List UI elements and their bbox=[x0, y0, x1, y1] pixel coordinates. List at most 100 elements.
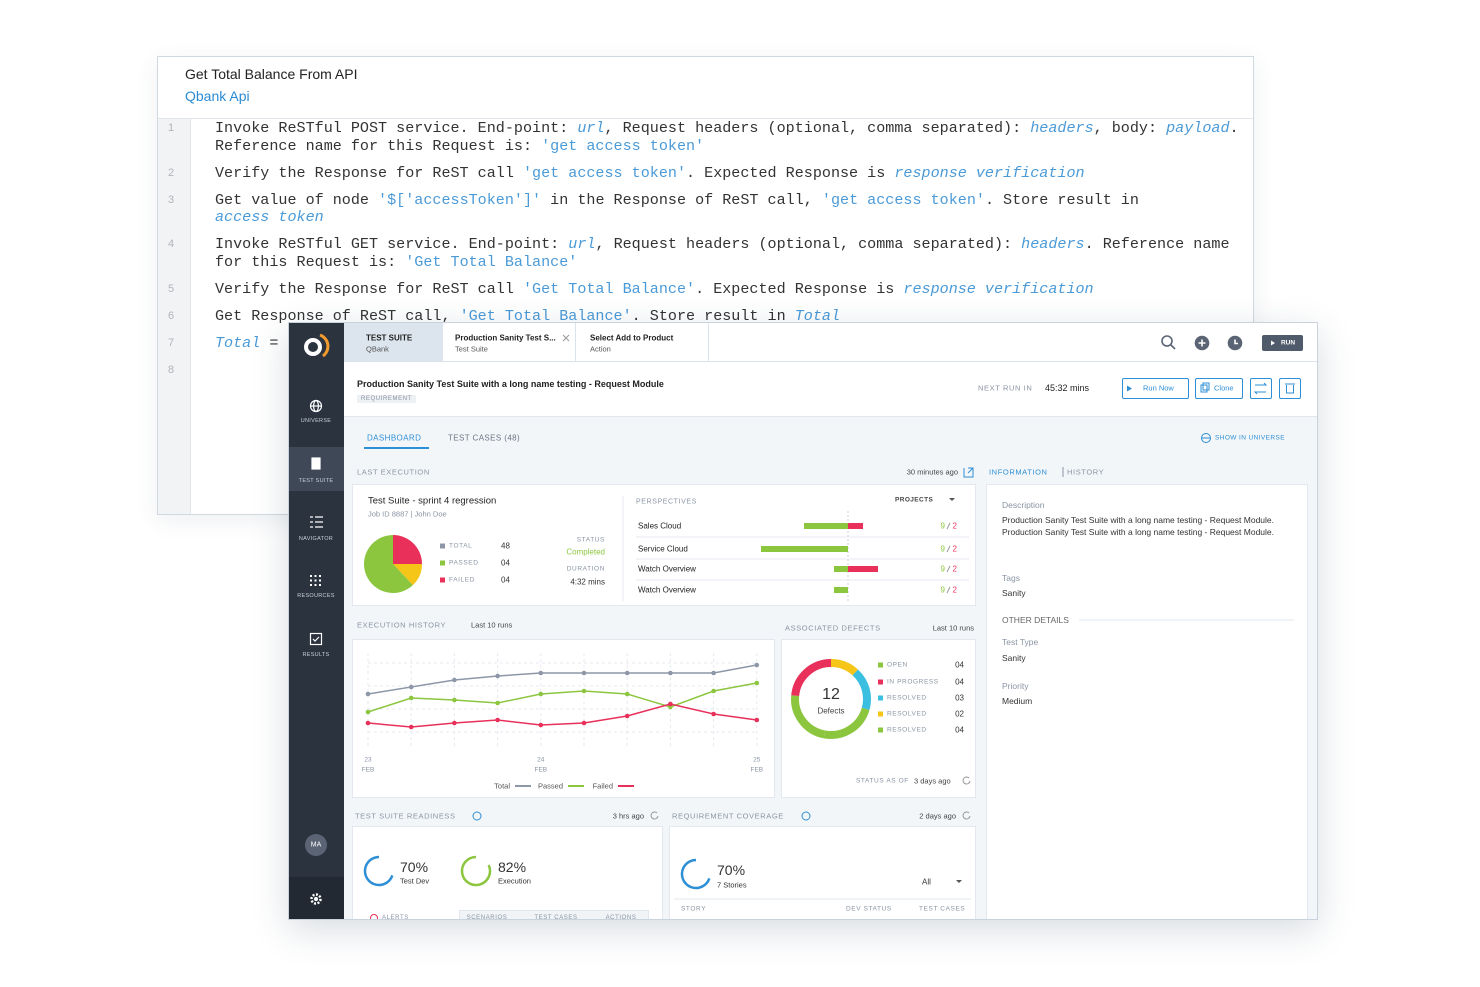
point bbox=[408, 695, 414, 701]
line-series bbox=[367, 703, 757, 728]
column-header: TEST CASES bbox=[919, 905, 966, 913]
nav-label[interactable]: RESULTS bbox=[302, 652, 330, 658]
info-card bbox=[986, 484, 1308, 919]
results-icon[interactable] bbox=[309, 632, 323, 646]
x-tick-label: 23 bbox=[364, 756, 372, 764]
ring-caption: 7 Stories bbox=[717, 880, 747, 890]
nav-label[interactable]: TEST SUITE bbox=[298, 478, 334, 484]
tab-title[interactable]: TEST SUITE bbox=[366, 333, 413, 343]
field-label: Description bbox=[1002, 500, 1045, 510]
tab[interactable] bbox=[576, 323, 709, 361]
run-button[interactable] bbox=[1262, 335, 1303, 351]
legend-label: Passed bbox=[537, 781, 563, 791]
readiness-tab[interactable]: SCENARIOS bbox=[466, 915, 508, 920]
show-in-universe[interactable]: SHOW IN UNIVERSE bbox=[1215, 434, 1285, 442]
duration-label: DURATION bbox=[566, 565, 605, 573]
navigator-icon[interactable] bbox=[310, 516, 323, 528]
legend-swatch bbox=[878, 727, 883, 733]
sidebar-icons bbox=[304, 333, 330, 905]
section-label: EXECUTION HISTORY bbox=[357, 620, 447, 630]
line-series bbox=[367, 664, 757, 695]
line-series bbox=[367, 682, 757, 713]
code-line: 4 Invoke ReSTful GET service. End-point: … bbox=[168, 235, 1250, 281]
refresh-icon[interactable] bbox=[962, 811, 971, 820]
search-icon[interactable] bbox=[1161, 335, 1173, 347]
delete-button[interactable] bbox=[1279, 378, 1301, 399]
legend-swatch bbox=[878, 695, 883, 701]
view-tab[interactable]: DASHBOARD bbox=[367, 433, 422, 443]
tab-title[interactable]: Select Add to Product bbox=[590, 333, 674, 343]
next-run: 45:32 mins bbox=[1045, 383, 1090, 393]
readiness-tabs[interactable] bbox=[459, 910, 649, 919]
toolbar-icons bbox=[1161, 335, 1243, 351]
info-tab[interactable]: INFORMATION bbox=[989, 467, 1048, 477]
timestamp: 3 hrs ago bbox=[612, 811, 644, 821]
tab-title[interactable]: Production Sanity Test S... bbox=[455, 333, 556, 343]
stat-name: TOTAL bbox=[449, 542, 473, 550]
view-tab[interactable]: TEST CASES (48) bbox=[448, 433, 521, 443]
resources-icon[interactable] bbox=[310, 575, 321, 586]
field-value: Medium bbox=[1002, 696, 1033, 706]
results-icon bbox=[312, 636, 320, 642]
stat-name: PASSED bbox=[449, 559, 479, 567]
code-token: 'Get Total Balance' bbox=[459, 306, 632, 325]
info-icon[interactable] bbox=[801, 811, 811, 821]
readiness-tab[interactable]: TEST CASES bbox=[534, 915, 578, 920]
run-label[interactable]: RUN bbox=[1280, 339, 1296, 347]
point bbox=[408, 684, 414, 690]
legend-label: RESOLVED bbox=[887, 710, 927, 718]
refresh-icon[interactable] bbox=[962, 776, 971, 785]
column-header: DEV STATUS bbox=[846, 905, 892, 913]
filter[interactable]: All bbox=[922, 877, 931, 887]
legend-value: 04 bbox=[955, 725, 964, 735]
progress-ring bbox=[680, 858, 711, 890]
refresh-icon[interactable] bbox=[650, 811, 659, 820]
next-run-label: NEXT RUN IN bbox=[978, 383, 1033, 393]
x-tick-label: FEB bbox=[361, 766, 375, 774]
filter[interactable]: PROJECTS bbox=[895, 496, 934, 504]
legend-value: 03 bbox=[955, 693, 964, 703]
external-link-icon[interactable] bbox=[963, 467, 974, 478]
tab[interactable] bbox=[443, 323, 576, 361]
point bbox=[408, 724, 414, 730]
info-icon[interactable] bbox=[472, 811, 482, 821]
test-suite-icon[interactable] bbox=[311, 457, 321, 470]
ring-caption: Test Dev bbox=[400, 876, 430, 886]
button-label[interactable]: Run Now bbox=[1143, 383, 1174, 393]
button-label[interactable]: Clone bbox=[1214, 383, 1234, 393]
clone-button[interactable] bbox=[1195, 378, 1243, 399]
code-text: in the Response of ReST call, bbox=[541, 190, 822, 209]
code-text: Invoke ReSTful POST service. End-point: bbox=[215, 119, 578, 137]
tab[interactable] bbox=[344, 323, 443, 361]
code-line: 6 Get Response of ReST call, 'Get Total B… bbox=[168, 306, 1250, 335]
field-label: Tags bbox=[1002, 573, 1020, 583]
dropdown-arrow[interactable] bbox=[949, 498, 955, 501]
nav-label[interactable]: UNIVERSE bbox=[300, 418, 332, 424]
info-tab[interactable]: HISTORY bbox=[1067, 467, 1105, 477]
bar bbox=[804, 523, 848, 529]
tab-subtitle: QBank bbox=[366, 344, 389, 354]
run-now-button[interactable] bbox=[1122, 378, 1189, 399]
gear-icon[interactable] bbox=[310, 893, 322, 905]
legend-swatch bbox=[878, 662, 883, 668]
ring-value: 70% bbox=[400, 859, 429, 875]
code-token: access token bbox=[215, 208, 324, 226]
legend-swatch bbox=[878, 711, 883, 717]
logo bbox=[304, 338, 322, 356]
point bbox=[624, 691, 630, 697]
code-token: url bbox=[568, 235, 596, 253]
close-tab[interactable] bbox=[562, 334, 570, 342]
dropdown-arrow[interactable] bbox=[956, 880, 962, 883]
donut-segment bbox=[830, 659, 858, 676]
readiness-tab[interactable]: ACTIONS bbox=[605, 915, 637, 920]
play-icon bbox=[1127, 385, 1132, 392]
avatar[interactable] bbox=[305, 834, 327, 856]
timestamp: 2 days ago bbox=[919, 811, 956, 821]
swap-button[interactable] bbox=[1250, 378, 1272, 399]
code-text: . Reference name for this Request is: bbox=[215, 119, 1239, 155]
search-icon bbox=[1170, 344, 1176, 350]
clone-icon bbox=[1202, 382, 1210, 391]
nav-label[interactable]: NAVIGATOR bbox=[298, 536, 334, 542]
nav-label[interactable]: RESOURCES bbox=[297, 593, 335, 599]
